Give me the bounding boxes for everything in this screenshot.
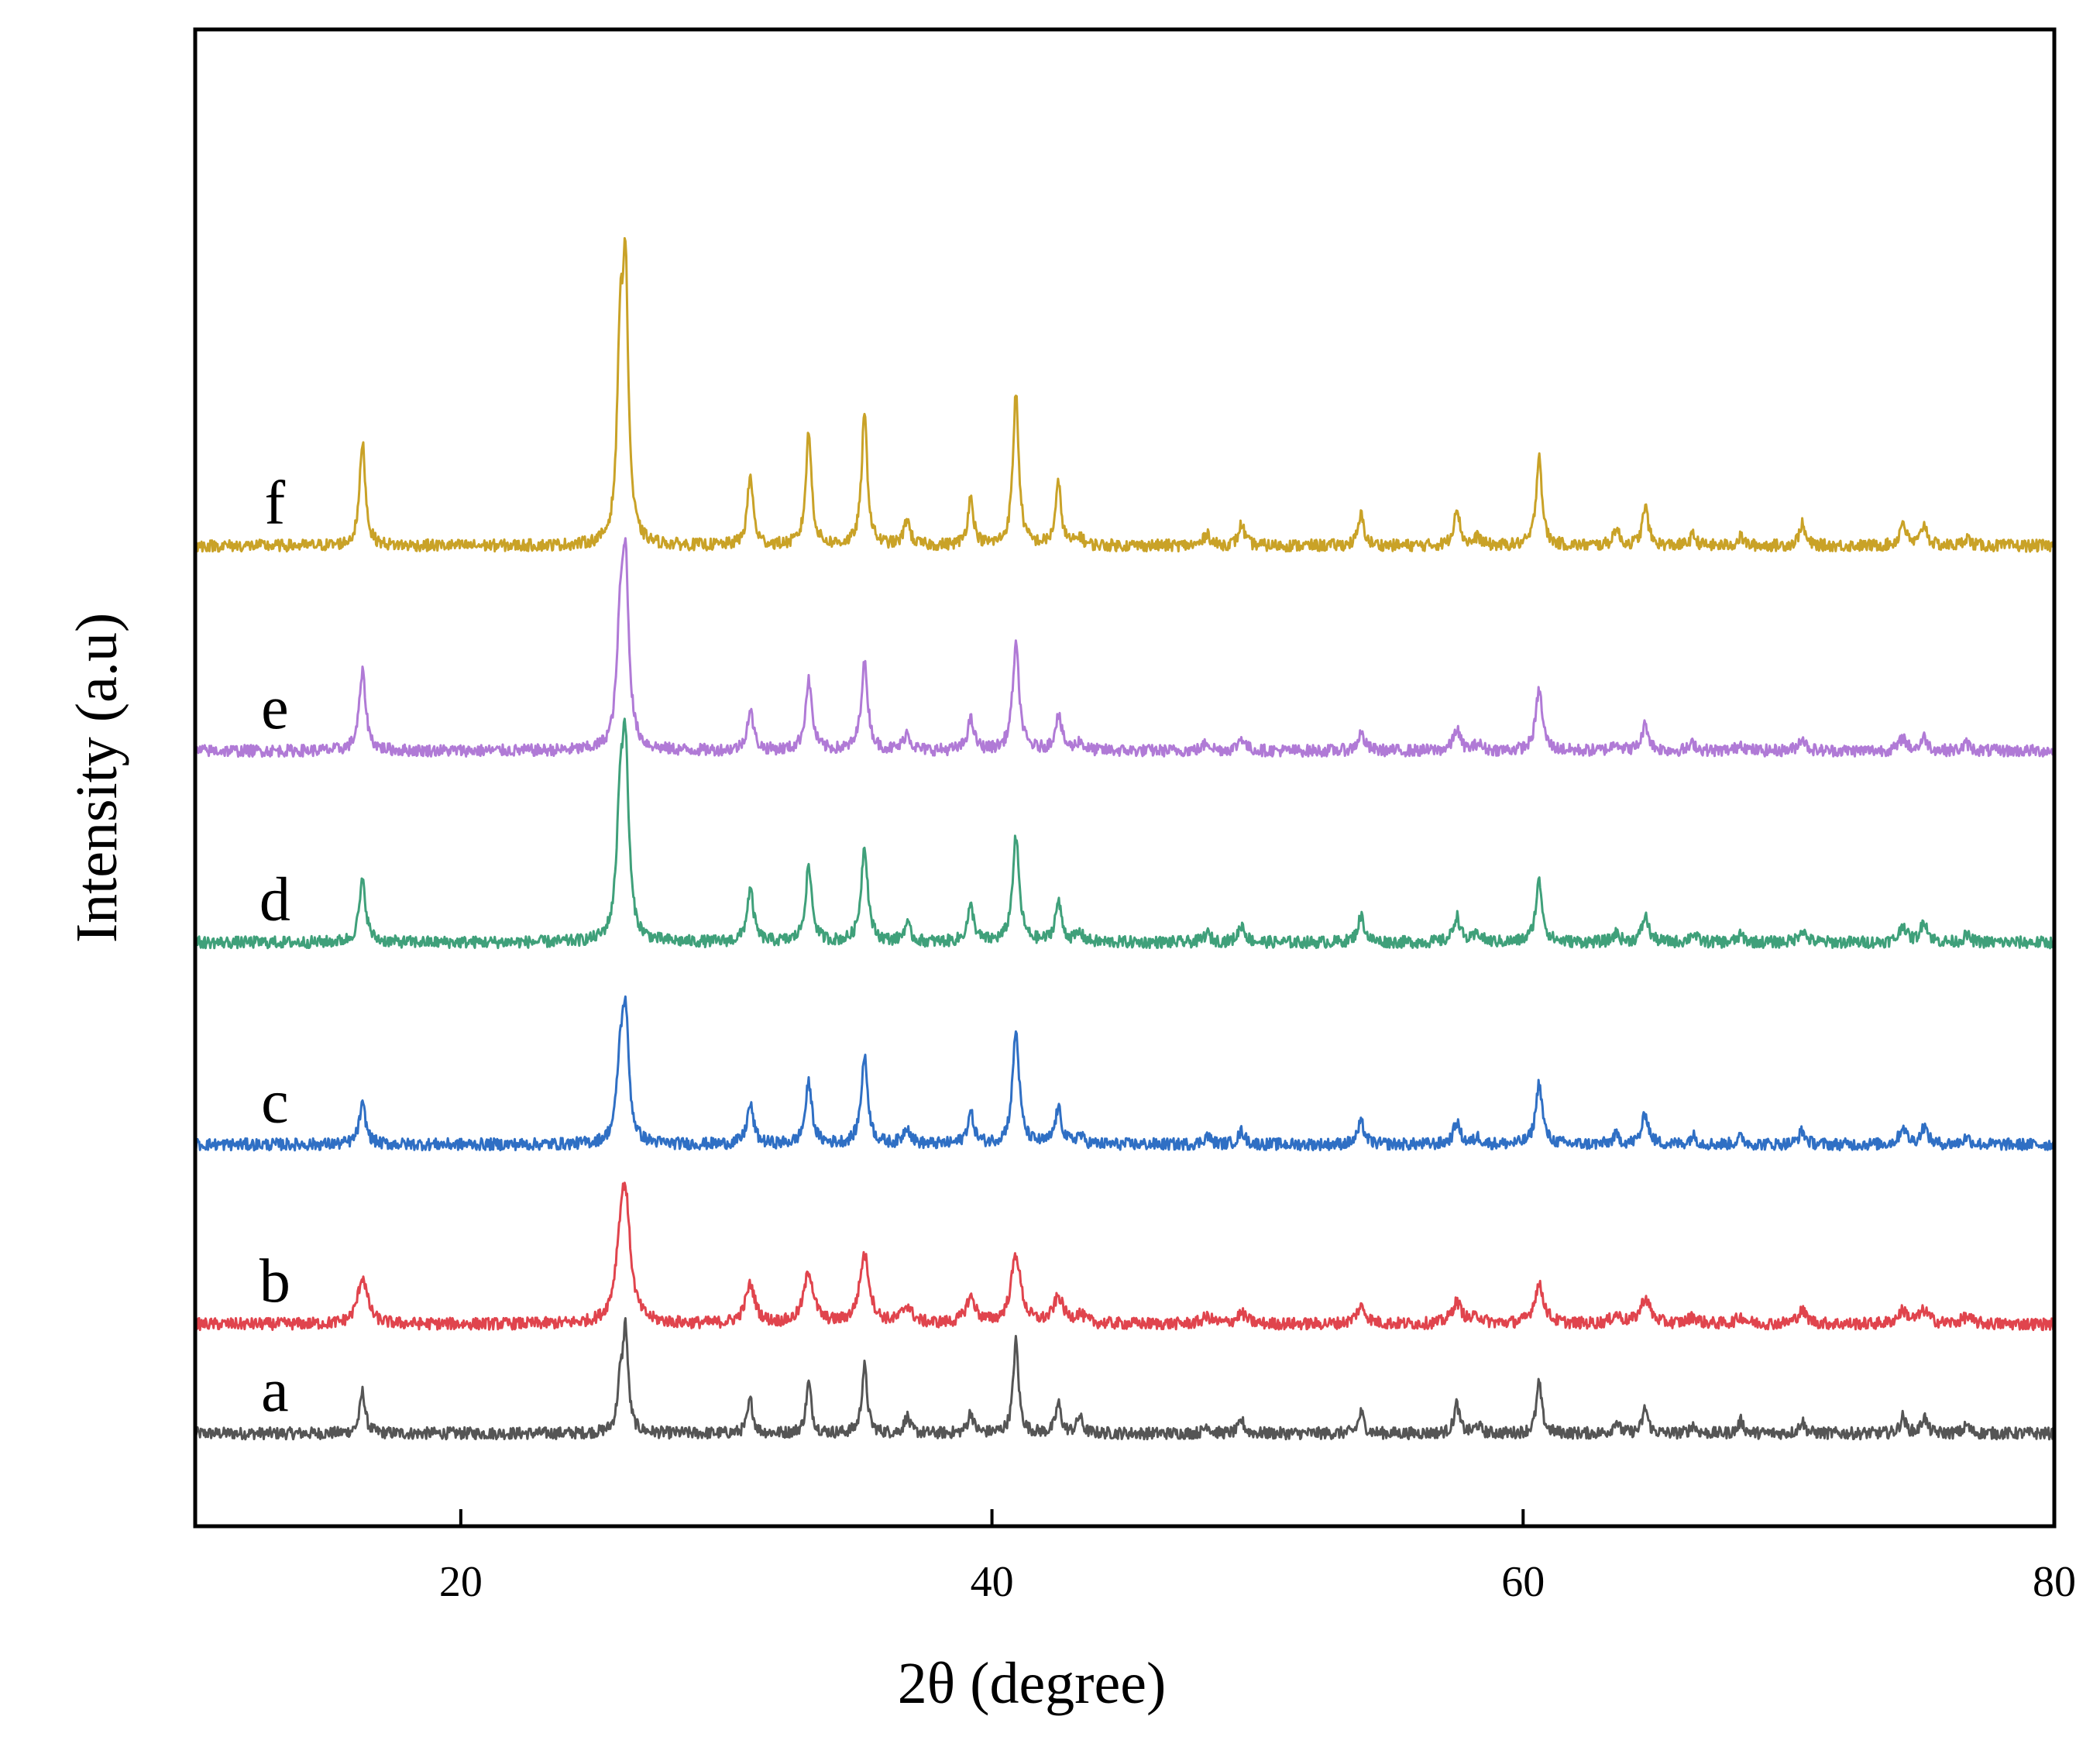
- series-label-e: e: [261, 674, 289, 742]
- series-label-a: a: [261, 1357, 289, 1425]
- x-tick-layer: 20 40 60 80: [439, 1509, 2076, 1606]
- plot-frame: [193, 27, 2057, 1529]
- series-line-f: [194, 237, 2056, 553]
- series-label-layer: ab c d e f: [259, 469, 290, 1426]
- series-line-c: [194, 995, 2056, 1152]
- series-line-e: [194, 537, 2056, 758]
- x-tick-label-20: 20: [439, 1558, 483, 1606]
- series-line-a: [194, 1317, 2056, 1441]
- series-label-c: c: [261, 1068, 289, 1136]
- series-label-d: d: [259, 866, 290, 934]
- x-tick-label-40: 40: [971, 1558, 1014, 1606]
- x-tick-label-60: 60: [1501, 1558, 1545, 1606]
- series-line-b: [194, 1181, 2056, 1332]
- x-axis-title: 2θ (degree): [898, 1651, 1167, 1716]
- series-label-b: b: [259, 1247, 290, 1316]
- series-line-d: [194, 717, 2056, 950]
- series-label-f: f: [265, 469, 286, 538]
- x-tick-label-80: 80: [2033, 1558, 2076, 1606]
- y-axis-title: Intensity (a.u): [64, 613, 129, 943]
- series-layer: [194, 237, 2056, 1441]
